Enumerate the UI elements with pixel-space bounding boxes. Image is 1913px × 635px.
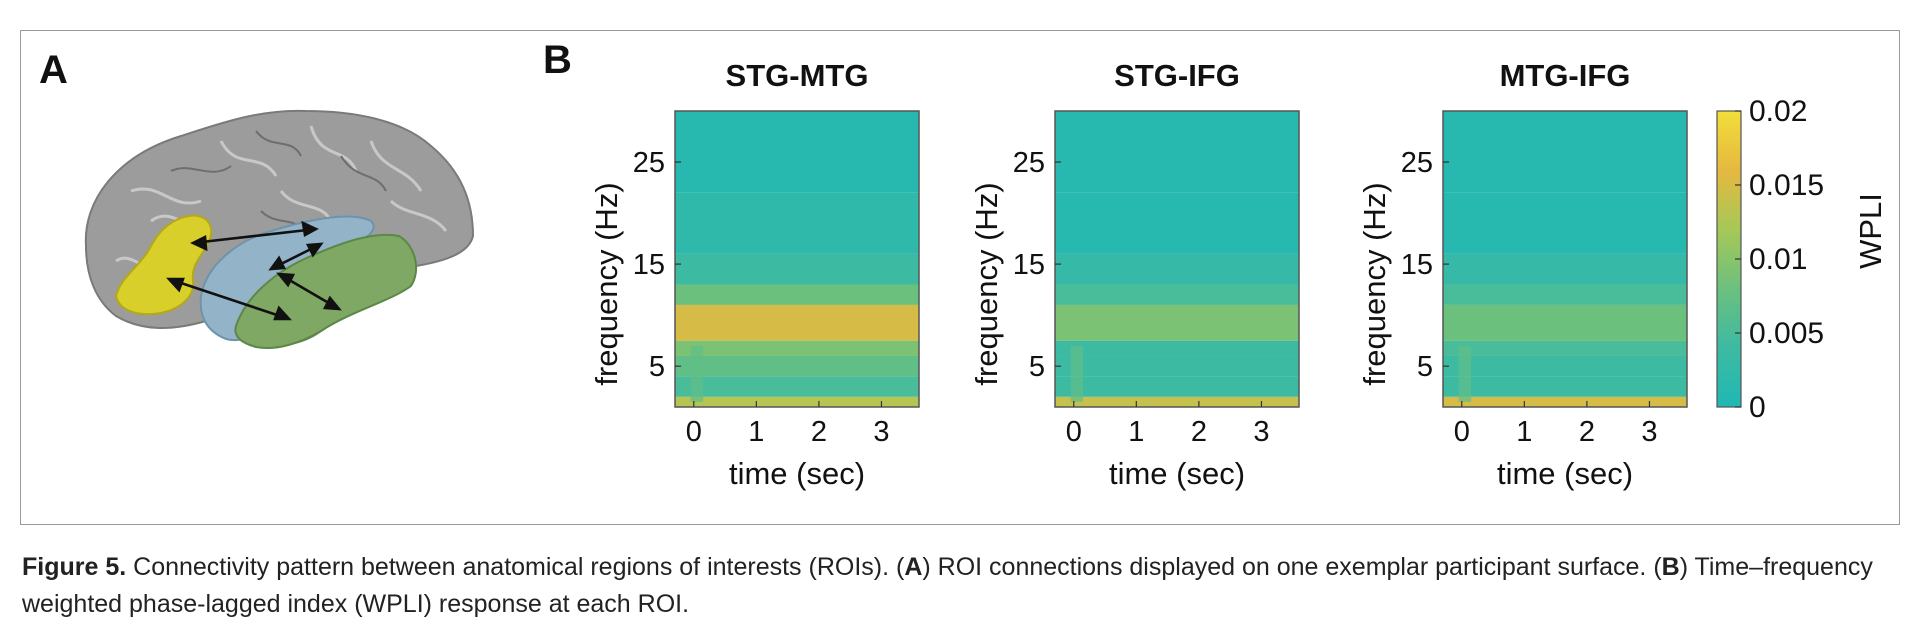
heatmap-band (1443, 284, 1687, 305)
y-tick-label: 5 (649, 351, 665, 383)
colorbar-tick-label: 0.005 (1749, 317, 1824, 350)
y-tick-label: 25 (1013, 147, 1045, 179)
caption-ref-a: A (904, 553, 923, 581)
x-tick-label: 0 (1066, 416, 1082, 448)
heatmap-band (1443, 111, 1687, 193)
x-tick-label: 3 (1253, 416, 1269, 448)
figure-caption: Figure 5. Connectivity pattern between a… (22, 549, 1892, 623)
onset-response (690, 345, 704, 402)
heatmap-band (1443, 396, 1687, 407)
heatmap-band (1055, 253, 1299, 285)
caption-text-2: ) ROI connections displayed on one exemp… (922, 553, 1662, 581)
heatmap-band (1443, 253, 1687, 285)
cortex-sulci (170, 130, 387, 232)
heatmap-band (1055, 192, 1299, 254)
colorbar-tick-label: 0.015 (1749, 169, 1824, 202)
heatmap-band (675, 304, 919, 341)
heatmap-band (1055, 111, 1299, 193)
heatmap-band (675, 253, 919, 285)
plot-title: STG-MTG (726, 58, 869, 93)
colorbar: 0 0.005 0.01 0.015 0.02 WPLI (1716, 95, 1888, 424)
heatmap-band (1443, 340, 1687, 356)
colorbar-label: WPLI (1853, 193, 1888, 269)
y-tick-label: 25 (633, 147, 665, 179)
plot-frame (1054, 110, 1300, 408)
x-tick-label: 0 (1454, 416, 1470, 448)
panel-a-letter: A (39, 48, 68, 92)
heatmap-stg-mtg: STG-MTG 0 1 2 3 5 15 25 time (sec) frequency (Hz) (589, 58, 920, 491)
connection-arrows (166, 220, 342, 321)
y-axis-label: frequency (Hz) (969, 182, 1004, 385)
caption-text-1: Connectivity pattern between anatomical … (126, 553, 905, 581)
colorbar-tick-label: 0.02 (1749, 95, 1807, 128)
x-tick-label: 2 (811, 416, 827, 448)
heatmap-band (675, 396, 919, 407)
arrow-ifg-mtg (168, 277, 290, 321)
x-tick-label: 2 (1579, 416, 1595, 448)
heatmap-band (675, 111, 919, 193)
arrow-ifg-stg (192, 227, 317, 245)
heatmap-band (1055, 304, 1299, 341)
x-tick-label: 3 (1641, 416, 1657, 448)
heatmap-band (675, 376, 919, 397)
heatmap-band (1443, 304, 1687, 341)
y-tick-label: 5 (1417, 351, 1433, 383)
onset-response (1458, 345, 1472, 402)
heatmap-mtg-ifg: MTG-IFG 0 1 2 3 5 15 25 time (sec) frequency (Hz) (1357, 58, 1688, 491)
heatmap-band (1443, 192, 1687, 254)
x-tick-label: 0 (686, 416, 702, 448)
figure-canvas: A B STG-MTG 0 (39, 38, 1888, 491)
x-tick-label: 1 (748, 416, 764, 448)
y-tick-label: 25 (1401, 147, 1433, 179)
x-tick-label: 1 (1516, 416, 1532, 448)
y-tick-label: 15 (633, 249, 665, 281)
x-tick-label: 2 (1191, 416, 1207, 448)
caption-label: Figure 5. (22, 553, 127, 581)
heatmap-band (1055, 396, 1299, 407)
plot-title: STG-IFG (1114, 58, 1240, 93)
caption-ref-b: B (1661, 553, 1680, 581)
y-tick-label: 5 (1029, 351, 1045, 383)
heatmap-band (1055, 376, 1299, 397)
heatmap-band (1443, 376, 1687, 397)
brain-surface-image (84, 109, 475, 349)
x-axis-label: time (sec) (729, 456, 865, 491)
y-tick-label: 15 (1013, 249, 1045, 281)
heatmap-band (1055, 355, 1299, 377)
x-tick-label: 3 (873, 416, 889, 448)
plot-frame (674, 110, 920, 408)
onset-response (1070, 345, 1084, 402)
caption-text-3: ) Time–frequency weighted phase-lagged i… (22, 553, 1873, 618)
figure-frame: A B STG-MTG 0 (20, 30, 1900, 525)
x-axis-label: time (sec) (1497, 456, 1633, 491)
heatmap-band (1443, 355, 1687, 377)
heatmap-band (675, 355, 919, 377)
heatmap-band (1055, 284, 1299, 305)
heatmap-band (675, 340, 919, 356)
heatmap-stg-ifg: STG-IFG 0 1 2 3 5 15 25 time (sec) frequency (Hz) (969, 58, 1300, 491)
y-axis-label: frequency (Hz) (1357, 182, 1392, 385)
colorbar-ticks: 0 0.005 0.01 0.015 0.02 (1735, 95, 1824, 424)
plot-title: MTG-IFG (1500, 58, 1631, 93)
colorbar-tick-label: 0.01 (1749, 243, 1807, 276)
panel-b-letter: B (543, 38, 572, 82)
plot-frame (1442, 110, 1688, 408)
heatmap-band (675, 192, 919, 254)
heatmap-band (675, 284, 919, 305)
y-tick-label: 15 (1401, 249, 1433, 281)
y-axis-label: frequency (Hz) (589, 182, 624, 385)
colorbar-tick-label: 0 (1749, 391, 1766, 424)
heatmap-band (1055, 340, 1299, 356)
x-tick-label: 1 (1128, 416, 1144, 448)
x-axis-label: time (sec) (1109, 456, 1245, 491)
